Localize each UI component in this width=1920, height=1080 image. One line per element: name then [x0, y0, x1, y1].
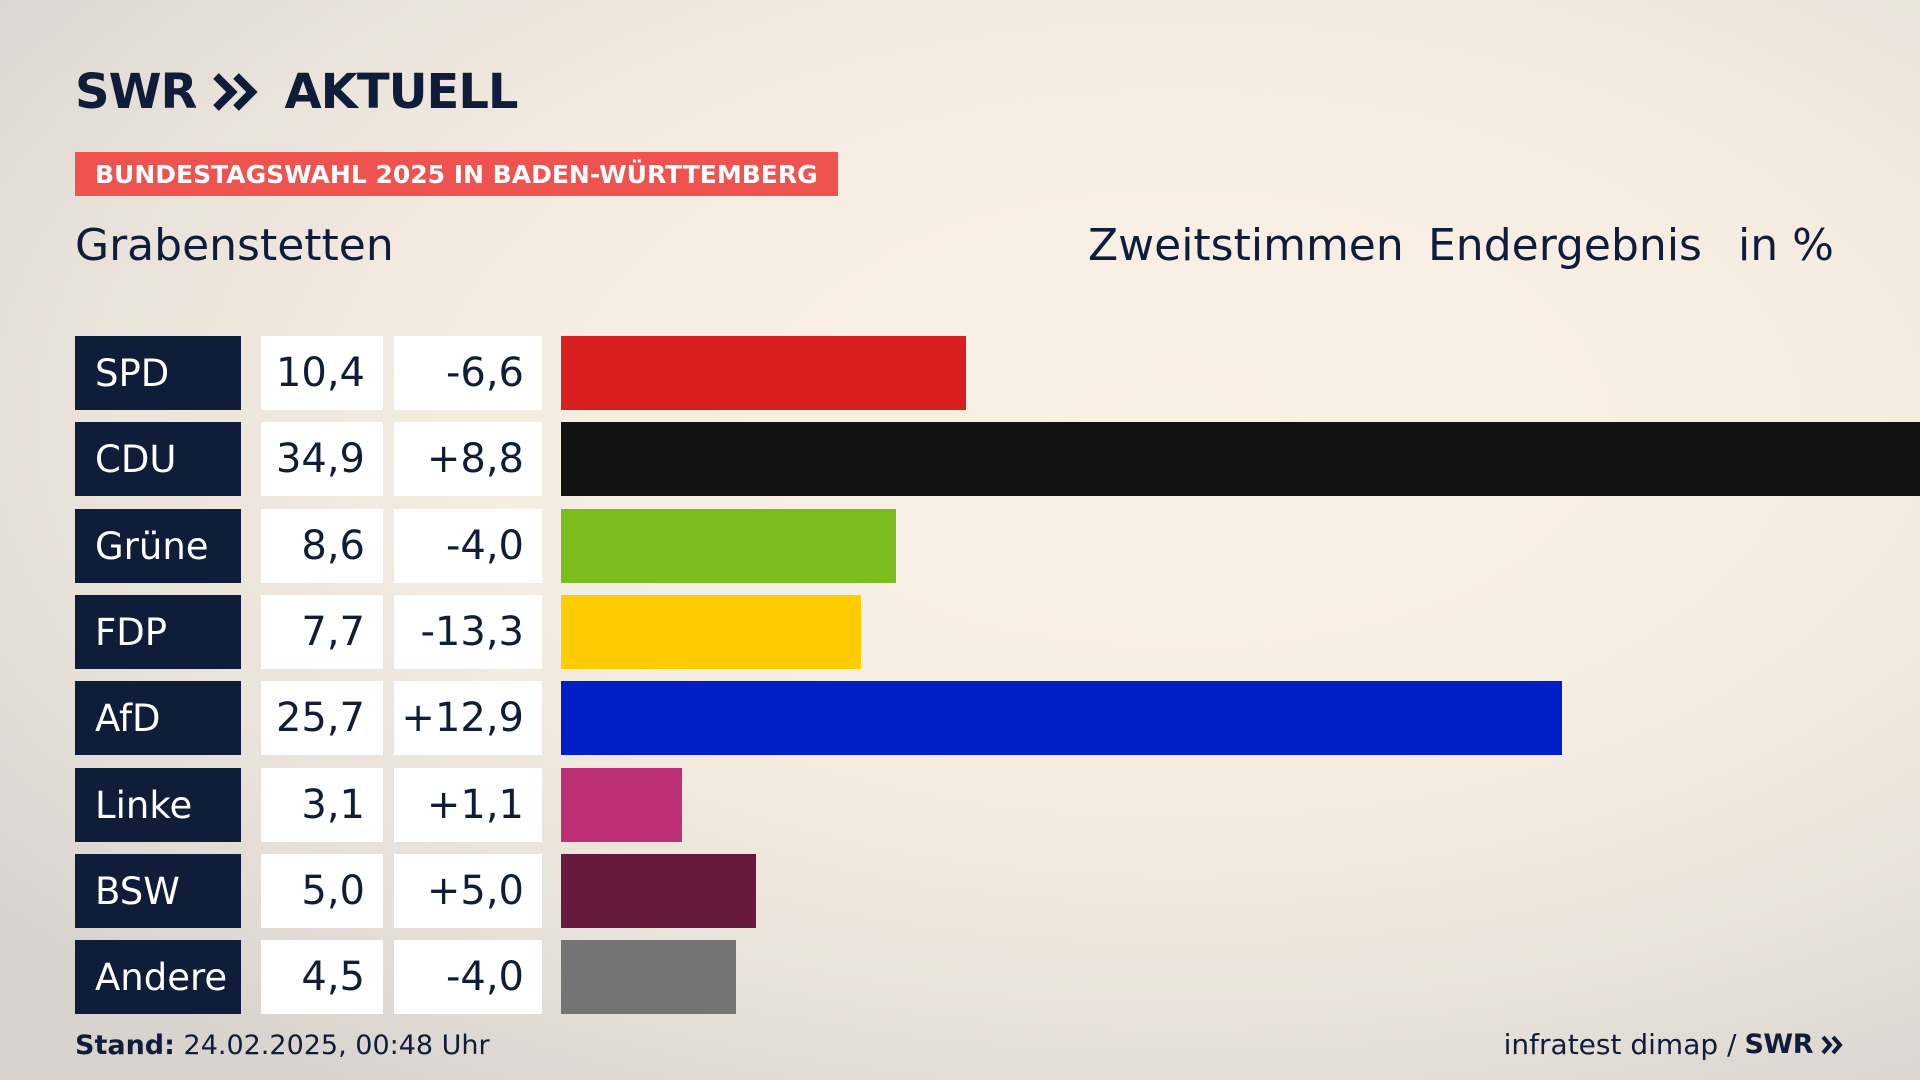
- logo-aktuell-text: AKTUELL: [284, 64, 518, 120]
- vote-change-value: -4,0: [394, 509, 542, 583]
- vote-change-value: +1,1: [394, 768, 542, 842]
- bar: [561, 509, 896, 583]
- party-label: AfD: [75, 681, 241, 755]
- vote-share-value: 10,4: [261, 336, 383, 410]
- vote-change-value: +8,8: [394, 422, 542, 496]
- party-label: Grüne: [75, 509, 241, 583]
- vote-share-value: 3,1: [261, 768, 383, 842]
- source-text: infratest dimap /: [1503, 1028, 1737, 1061]
- vote-share-value: 5,0: [261, 854, 383, 928]
- source-logo-text: SWR: [1744, 1029, 1813, 1060]
- double-chevron-icon: [213, 73, 259, 111]
- timestamp-value: 24.02.2025, 00:48 Uhr: [183, 1030, 490, 1061]
- party-label: FDP: [75, 595, 241, 669]
- party-label: Linke: [75, 768, 241, 842]
- timestamp: Stand: 24.02.2025, 00:48 Uhr: [75, 1030, 490, 1061]
- vote-change-value: +12,9: [394, 681, 542, 755]
- bar: [561, 940, 736, 1014]
- logo-swr-text: SWR: [75, 64, 197, 120]
- vote-change-value: -4,0: [394, 940, 542, 1014]
- vote-share-value: 4,5: [261, 940, 383, 1014]
- timestamp-label: Stand:: [75, 1030, 175, 1061]
- party-label: SPD: [75, 336, 241, 410]
- party-label: Andere: [75, 940, 241, 1014]
- party-label: BSW: [75, 854, 241, 928]
- vote-share-value: 34,9: [261, 422, 383, 496]
- vote-change-value: -6,6: [394, 336, 542, 410]
- column-header-unit: in %: [1738, 220, 1834, 271]
- vote-share-value: 7,7: [261, 595, 383, 669]
- vote-share-value: 8,6: [261, 509, 383, 583]
- party-label: CDU: [75, 422, 241, 496]
- bar: [561, 854, 756, 928]
- double-chevron-icon: [1821, 1035, 1843, 1054]
- bar: [561, 336, 966, 410]
- election-badge: BUNDESTAGSWAHL 2025 IN BADEN-WÜRTTEMBERG: [75, 152, 838, 196]
- vote-change-value: -13,3: [394, 595, 542, 669]
- vote-share-value: 25,7: [261, 681, 383, 755]
- place-title: Grabenstetten: [75, 220, 394, 271]
- vote-change-value: +5,0: [394, 854, 542, 928]
- column-header-endergebnis: Endergebnis: [1428, 220, 1702, 271]
- swr-aktuell-logo: SWR AKTUELL: [75, 62, 519, 122]
- source-credit: infratest dimap / SWR: [1504, 1028, 1845, 1061]
- column-header-zweitstimmen: Zweitstimmen: [1088, 220, 1404, 271]
- bar: [561, 768, 682, 842]
- bar: [561, 422, 1920, 496]
- bar: [561, 595, 861, 669]
- bar: [561, 681, 1562, 755]
